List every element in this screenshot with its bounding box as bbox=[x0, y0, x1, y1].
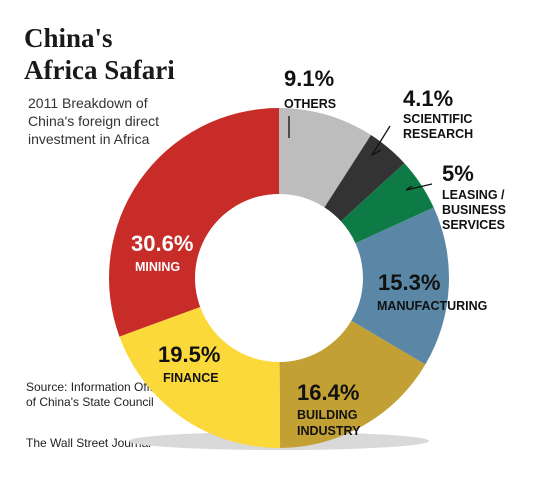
chart-labels: 9.1% OTHERS 4.1%SCIENTIFIC RESEARCH 5%LEASIN… bbox=[131, 66, 506, 438]
slice-leasing-business-services bbox=[340, 163, 434, 244]
slice-manufacturing bbox=[351, 207, 449, 365]
slice-scientific-research bbox=[324, 135, 405, 222]
category-label-scientific-research: SCIENTIFIC RESEARCH bbox=[403, 112, 473, 141]
chart-leader-lines bbox=[288, 116, 433, 191]
chart-title: China's Africa Safari bbox=[24, 22, 175, 86]
value-label-manufacturing: 15.3% bbox=[378, 270, 440, 295]
value-label-finance: 19.5% bbox=[158, 342, 220, 367]
chart-slices bbox=[109, 108, 449, 448]
slice-building-industry bbox=[279, 320, 426, 448]
publisher-credit: The Wall Street Journal bbox=[26, 436, 151, 450]
category-label-finance: FINANCE bbox=[163, 371, 219, 385]
chart-subtitle: 2011 Breakdown of China's foreign direct… bbox=[28, 95, 160, 147]
category-label-leasing-business-services: LEASING / BUSINESS SERVICES bbox=[442, 188, 506, 232]
slice-others bbox=[279, 108, 371, 208]
value-label-leasing-business-services: 5% bbox=[442, 161, 474, 186]
category-label-others: OTHERS bbox=[284, 97, 336, 111]
slice-mining bbox=[109, 108, 279, 337]
chart-title-line-2: Africa Safari bbox=[24, 55, 175, 85]
chart-title-line-1: China's bbox=[24, 23, 113, 53]
source-note: Source: Information Office of China's St… bbox=[26, 380, 166, 409]
slice-finance bbox=[119, 306, 281, 448]
leader-line-leasing-business-services bbox=[405, 183, 433, 191]
leader-line-scientific-research bbox=[370, 125, 391, 157]
category-label-building-industry: BUILDING INDUSTRY bbox=[297, 408, 361, 438]
value-label-mining: 30.6% bbox=[131, 231, 193, 256]
value-label-scientific-research: 4.1% bbox=[403, 86, 453, 111]
category-label-mining: MINING bbox=[135, 260, 180, 274]
value-label-building-industry: 16.4% bbox=[297, 380, 359, 405]
category-label-manufacturing: MANUFACTURING bbox=[377, 299, 487, 313]
value-label-others: 9.1% bbox=[284, 66, 334, 91]
